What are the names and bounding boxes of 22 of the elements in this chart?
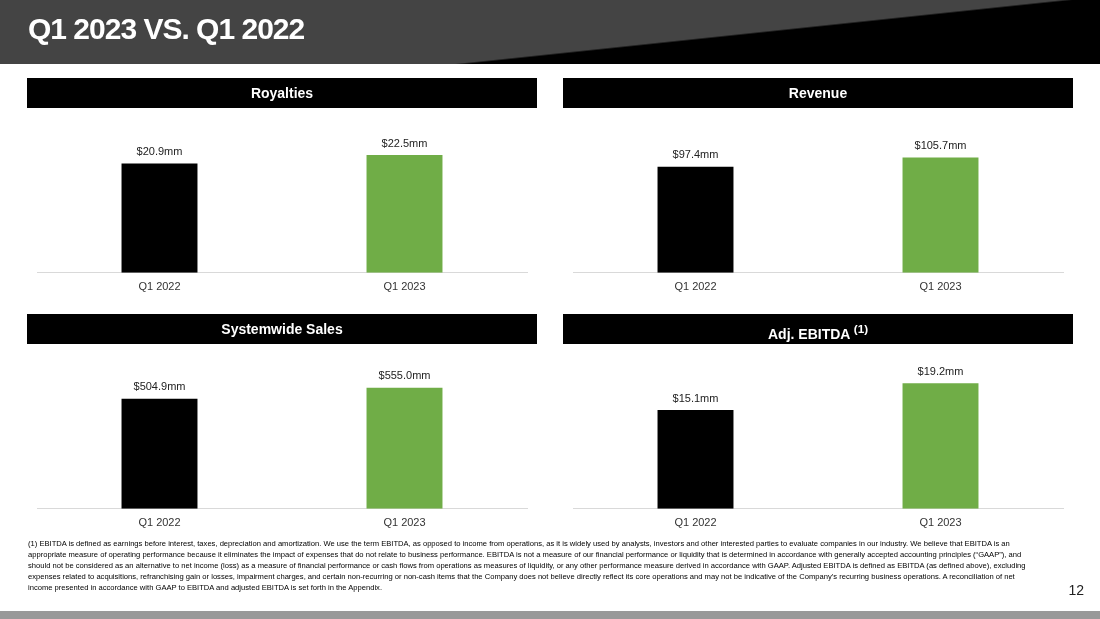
data-label: $15.1mm [672,391,719,404]
chart-title: Revenue [563,78,1073,108]
text: Q1 2023 VS. Q1 2022 [28,12,305,46]
chart-title: Systemwide Sales [27,314,537,344]
x-tick-label: Q1 2023 [919,516,962,529]
x-tick-label: Q1 2023 [919,280,962,293]
x-tick-label: Q1 2022 [138,516,181,529]
chart-title: Royalties [27,78,537,108]
data-label: $22.5mm [381,136,428,149]
x-tick-label: Q1 2023 [383,280,426,293]
x-tick-label: Q1 2022 [138,280,181,293]
data-label: $97.4mm [672,148,719,161]
data-label: $504.9mm [133,380,186,393]
x-tick-label: Q1 2022 [674,516,717,529]
data-label: $105.7mm [914,139,967,152]
x-tick-label: Q1 2023 [383,516,426,529]
data-label: $19.2mm [917,364,964,377]
data-label: $20.9mm [136,144,183,157]
x-tick-label: Q1 2022 [674,280,717,293]
text: 12 [1068,582,1084,598]
data-label: $555.0mm [378,369,431,382]
chart-title: Adj. EBITDA $^{(1)}$ [563,314,1073,344]
